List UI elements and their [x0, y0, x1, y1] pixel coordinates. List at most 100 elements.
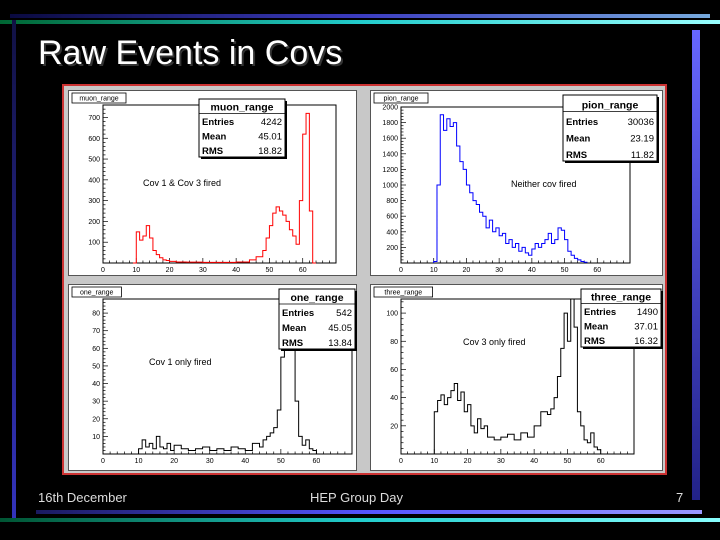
y-tick-label: 700	[88, 115, 100, 122]
x-tick-label: 40	[232, 267, 240, 274]
x-tick-label: 40	[528, 267, 536, 274]
x-tick-label: 60	[313, 458, 321, 465]
x-tick-label: 50	[561, 267, 569, 274]
x-tick-label: 0	[399, 267, 403, 274]
y-tick-label: 20	[92, 416, 100, 423]
stats-label: Mean	[584, 322, 608, 333]
x-tick-label: 60	[597, 458, 605, 465]
footer-event: HEP Group Day	[310, 490, 403, 505]
left-accent-bar	[12, 20, 16, 520]
x-tick-label: 20	[166, 267, 174, 274]
y-tick-label: 10	[92, 434, 100, 441]
muon_range-series-line	[132, 112, 317, 264]
x-tick-label: 30	[199, 267, 207, 274]
plot-frame	[400, 298, 635, 455]
stats-value: 13.84	[328, 338, 352, 349]
x-tick-label: 20	[464, 458, 472, 465]
top-cyan-bar	[0, 20, 720, 24]
x-tick-label: 20	[170, 458, 178, 465]
y-tick-label: 200	[386, 245, 398, 252]
right-accent-bar	[692, 30, 700, 500]
stats-value: 1490	[637, 307, 658, 318]
footer-date: 16th December	[38, 490, 127, 505]
stats-value: 18.82	[258, 146, 282, 157]
y-tick-label: 600	[386, 214, 398, 221]
annotation-label: Cov 3 only fired	[463, 337, 526, 347]
stats-label: Mean	[282, 323, 306, 334]
stats-label: Mean	[566, 134, 590, 145]
histogram-tab-label: three_range	[384, 290, 422, 297]
one-range-pad: 0 10 20 30 40 50 60 10 20 30 40 50 60 70 80 Cov 1 only …	[68, 284, 357, 471]
x-tick-label: 0	[101, 267, 105, 274]
y-tick-label: 800	[386, 198, 398, 205]
stats-title: three_range	[591, 292, 651, 304]
one_range-series-line	[135, 309, 320, 455]
y-tick-label: 100	[386, 311, 398, 318]
x-tick-label: 10	[430, 458, 438, 465]
footer-page-number: 7	[676, 490, 684, 505]
y-tick-label: 70	[92, 328, 100, 335]
stats-title: pion_range	[582, 100, 639, 112]
bottom-cyan-bar	[0, 518, 720, 522]
top-gradient-bar	[10, 14, 710, 18]
y-tick-label: 100	[88, 240, 100, 247]
annotation-label: Neither cov fired	[511, 179, 577, 189]
x-tick-label: 40	[241, 458, 249, 465]
stats-value: 45.01	[258, 132, 282, 143]
x-tick-label: 20	[463, 267, 471, 274]
pion_range-series-line	[433, 114, 588, 263]
y-tick-label: 20	[390, 423, 398, 430]
three_range-series-line	[430, 298, 605, 455]
one_range-svg: 0 10 20 30 40 50 60 10 20 30 40 50 60 70 80 Cov 1 only …	[71, 286, 357, 465]
histogram-tab	[373, 92, 429, 104]
stats-label: RMS	[282, 338, 303, 349]
three-range-pad: 0 10 20 30 40 50 60 20 40 60 80 100 Cov 3 only fired…	[370, 284, 663, 471]
stats-box	[562, 94, 658, 162]
muon-range-pad: 0 10 20 30 40 50 60 100 200 300 400 500 600 700 Cov 1 …	[68, 90, 357, 276]
y-tick-label: 1600	[382, 136, 398, 143]
histogram-tab	[71, 286, 122, 298]
stats-value: 45.05	[328, 323, 352, 334]
stats-label: RMS	[202, 146, 223, 157]
stats-value: 11.82	[631, 150, 654, 161]
y-tick-label: 80	[92, 311, 100, 318]
stats-value: 16.32	[634, 336, 658, 347]
x-tick-label: 50	[277, 458, 285, 465]
x-tick-label: 0	[101, 458, 105, 465]
y-tick-label: 200	[88, 219, 100, 226]
y-tick-label: 1200	[382, 167, 398, 174]
histogram-tab	[71, 92, 127, 104]
stats-value: 542	[336, 308, 352, 319]
x-tick-label: 30	[206, 458, 214, 465]
x-tick-label: 0	[399, 458, 403, 465]
slide-title: Raw Events in Covs	[38, 34, 343, 72]
annotation-label: Cov 1 only fired	[149, 357, 212, 367]
y-tick-label: 60	[390, 367, 398, 374]
y-tick-label: 30	[92, 399, 100, 406]
pion_range-svg: 0 10 20 30 40 50 60 200 400 600 800 1000 1200 1400 160…	[373, 92, 659, 274]
stats-title: one_range	[290, 292, 343, 304]
stats-box	[198, 98, 286, 158]
histogram-canvas: 0 10 20 30 40 50 60 100 200 300 400 500 600 700 Cov 1 …	[62, 84, 667, 475]
histogram-tab-label: pion_range	[383, 96, 418, 103]
x-tick-label: 40	[530, 458, 538, 465]
x-tick-label: 50	[266, 267, 274, 274]
x-tick-label: 10	[132, 267, 140, 274]
stats-label: Entries	[202, 117, 234, 128]
y-tick-label: 600	[88, 136, 100, 143]
pion-range-pad: 0 10 20 30 40 50 60 200 400 600 800 1000 1200 1400 160…	[370, 90, 663, 276]
stats-box	[580, 288, 662, 348]
stats-value: 4242	[261, 117, 282, 128]
histogram-tab	[373, 286, 433, 298]
stats-label: Entries	[566, 117, 598, 128]
y-tick-label: 80	[390, 339, 398, 346]
stats-label: Entries	[282, 308, 314, 319]
muon_range-svg: 0 10 20 30 40 50 60 100 200 300 400 500 600 700 Cov 1 …	[71, 92, 337, 274]
histogram-tab-label: one_range	[80, 290, 114, 297]
y-tick-label: 400	[386, 229, 398, 236]
x-tick-label: 30	[497, 458, 505, 465]
stats-label: Mean	[202, 132, 226, 143]
histogram-tab-label: muon_range	[79, 96, 118, 103]
stats-label: RMS	[584, 336, 605, 347]
y-tick-label: 2000	[382, 105, 398, 112]
